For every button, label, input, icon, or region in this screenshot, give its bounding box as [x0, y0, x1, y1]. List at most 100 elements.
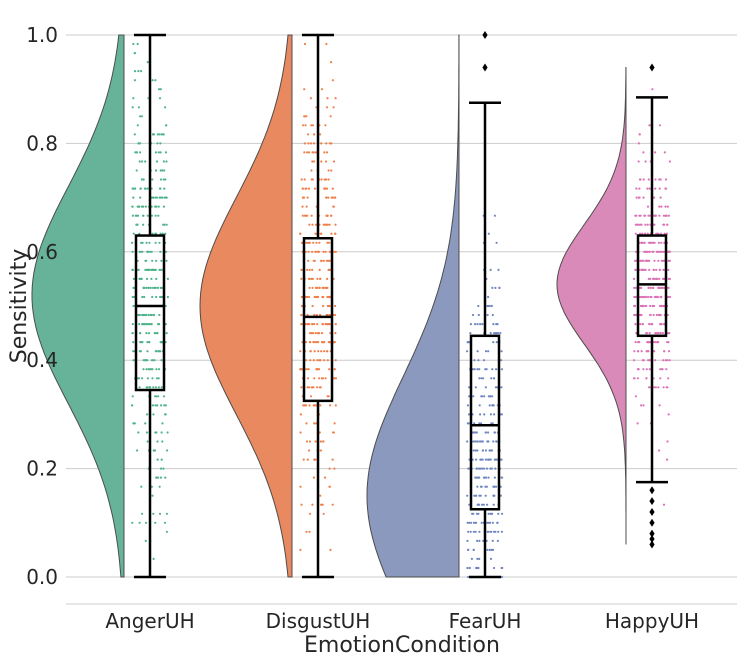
jitter-point: [307, 377, 310, 380]
jitter-point: [476, 368, 479, 371]
jitter-point: [332, 205, 335, 208]
jitter-point: [664, 187, 667, 190]
jitter-point: [491, 368, 494, 371]
jitter-point: [159, 232, 162, 235]
jitter-point: [138, 160, 141, 163]
jitter-point: [132, 304, 135, 308]
jitter-point: [323, 178, 326, 181]
jitter-point: [322, 512, 325, 515]
jitter-point: [160, 295, 164, 299]
jitter-point: [481, 323, 484, 326]
jitter-point: [164, 106, 167, 109]
jitter-point: [477, 359, 480, 362]
jitter-point: [299, 485, 302, 488]
jitter-point: [319, 277, 322, 280]
jitter-point: [305, 440, 309, 443]
jitter-point: [484, 350, 488, 353]
jitter-point: [152, 557, 155, 561]
jitter-point: [152, 386, 155, 389]
jitter-point: [305, 422, 308, 425]
jitter-point: [650, 241, 653, 244]
jitter-point: [334, 377, 338, 380]
jitter-point: [648, 187, 651, 190]
jitter-point: [491, 313, 494, 317]
jitter-point: [309, 341, 312, 344]
jitter-point: [318, 386, 321, 389]
jitter-point: [300, 386, 303, 389]
jitter-point: [495, 485, 498, 488]
jitter-point: [318, 359, 321, 362]
jitter-point: [165, 124, 168, 127]
jitter-point: [476, 557, 479, 561]
jitter-point: [645, 332, 649, 335]
jitter-point: [145, 431, 148, 434]
jitter-point: [161, 232, 164, 235]
jitter-point: [491, 539, 494, 543]
jitter-point: [668, 259, 672, 262]
jitter-point: [662, 503, 666, 506]
jitter-point: [163, 521, 167, 524]
jitter-point: [668, 332, 671, 335]
jitter-point: [641, 241, 644, 244]
jitter-point: [479, 467, 482, 470]
outlier-point: [649, 63, 655, 72]
jitter-point: [158, 350, 161, 353]
jitter-point: [138, 205, 141, 208]
jitter-point: [646, 223, 649, 226]
jitter-point: [308, 530, 311, 533]
y-tick-label: 0.0: [26, 565, 58, 589]
jitter-point: [303, 88, 306, 91]
jitter-point: [317, 295, 320, 299]
jitter-point: [131, 521, 134, 524]
jitter-point: [491, 521, 494, 524]
jitter-point: [164, 196, 167, 199]
jitter-point: [157, 368, 161, 371]
jitter-point: [487, 395, 490, 398]
jitter-point: [654, 332, 657, 335]
jitter-point: [469, 323, 472, 326]
jitter-point: [323, 151, 326, 154]
jitter-point: [299, 350, 302, 353]
jitter-point: [327, 395, 330, 398]
jitter-point: [646, 259, 650, 262]
jitter-point: [307, 133, 310, 136]
jitter-point: [311, 223, 314, 226]
jitter-point: [140, 241, 143, 244]
jitter-point: [313, 313, 316, 317]
jitter-point: [326, 304, 329, 308]
jitter-point: [154, 521, 157, 524]
jitter-point: [320, 160, 323, 163]
jitter-point: [155, 431, 158, 434]
jitter-point: [478, 494, 481, 497]
jitter-point: [326, 359, 329, 362]
jitter-point: [303, 42, 306, 46]
jitter-point: [330, 61, 333, 64]
jitter-point: [641, 232, 644, 235]
jitter-point: [160, 359, 163, 362]
outlier-point: [649, 497, 655, 506]
jitter-point: [304, 115, 307, 118]
jitter-point: [139, 187, 142, 190]
jitter-point: [164, 476, 167, 479]
iqr-box: [134, 234, 166, 392]
jitter-point: [328, 223, 331, 226]
jitter-point: [321, 503, 324, 506]
jitter-point: [466, 350, 469, 353]
jitter-point: [158, 268, 161, 271]
jitter-point: [306, 151, 309, 154]
jitter-point: [311, 286, 314, 289]
jitter-point: [495, 341, 498, 344]
jitter-point: [499, 494, 502, 497]
outlier-point: [649, 540, 655, 549]
jitter-point: [638, 232, 642, 235]
jitter-point: [325, 42, 328, 46]
jitter-point: [166, 431, 169, 434]
jitter-point: [322, 304, 325, 308]
jitter-point: [643, 214, 646, 217]
jitter-point: [667, 214, 671, 217]
jitter-point: [634, 223, 637, 226]
jitter-point: [139, 196, 142, 199]
jitter-point: [132, 286, 135, 289]
jitter-point: [144, 539, 147, 543]
jitter-point: [308, 277, 311, 280]
